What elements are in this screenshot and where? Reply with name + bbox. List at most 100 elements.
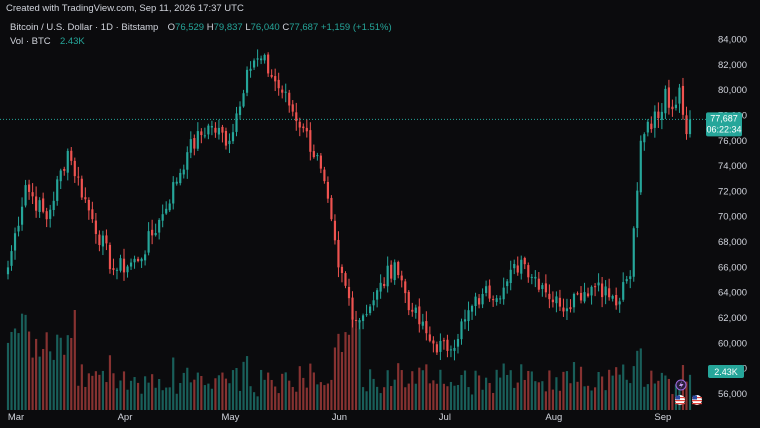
candle xyxy=(664,85,667,120)
candle xyxy=(298,117,301,137)
candle xyxy=(140,257,143,268)
candle-body xyxy=(618,301,621,305)
volume-bar xyxy=(63,354,66,410)
candle-body xyxy=(122,258,126,273)
volume-bar xyxy=(270,379,273,410)
volume-bar xyxy=(383,387,386,410)
volume-bar xyxy=(249,386,252,410)
candle-body xyxy=(337,239,340,268)
candle-body xyxy=(298,121,301,128)
volume-bar xyxy=(579,366,583,410)
candle xyxy=(495,295,498,306)
volume-bar xyxy=(144,376,147,410)
candle xyxy=(555,291,558,313)
volume-bar xyxy=(140,393,143,410)
candle-body xyxy=(499,298,502,300)
price-badge-countdown: 06:22:34 xyxy=(706,124,741,134)
candle-body xyxy=(158,219,161,233)
candle-body xyxy=(17,225,20,232)
candle xyxy=(119,254,122,273)
volume-bar xyxy=(347,334,351,410)
candle xyxy=(210,120,213,136)
event-markers[interactable] xyxy=(675,379,702,405)
candle-body xyxy=(657,111,660,118)
candle xyxy=(421,313,424,330)
candle-body xyxy=(24,185,27,206)
candle-body xyxy=(179,172,182,184)
candle-body xyxy=(203,135,206,137)
candle-body xyxy=(604,286,607,296)
candle-body xyxy=(105,235,108,244)
price-tick-label: 60,000 xyxy=(718,338,747,349)
candle-body xyxy=(379,282,382,292)
volume-bar xyxy=(193,379,196,410)
volume-bar xyxy=(551,389,554,410)
candle-body xyxy=(238,106,242,115)
candle-body xyxy=(31,192,34,197)
volume-bar xyxy=(49,351,52,410)
price-tick-label: 84,000 xyxy=(718,35,747,46)
candle-body xyxy=(646,121,649,133)
volume-bar xyxy=(238,390,242,410)
candle-body xyxy=(252,60,256,68)
candle-body xyxy=(485,286,488,293)
candle xyxy=(235,106,238,137)
candle-body xyxy=(383,283,386,287)
volume-bar xyxy=(657,380,660,410)
symbol-label[interactable]: Bitcoin / U.S. Dollar · 1D · Bitstamp xyxy=(10,22,159,33)
candle xyxy=(242,89,245,108)
volume-bar xyxy=(154,387,157,410)
candle xyxy=(45,207,48,228)
candle xyxy=(151,219,154,245)
price-tick-label: 72,000 xyxy=(718,186,747,197)
us-flag-event-icon[interactable] xyxy=(675,395,685,405)
candle xyxy=(428,326,431,343)
volume-bar xyxy=(38,356,41,410)
candle-body xyxy=(91,209,94,220)
volume-bar xyxy=(344,332,347,410)
candle-body xyxy=(674,104,678,109)
volume-bar xyxy=(393,379,396,410)
candle xyxy=(158,218,161,240)
candle xyxy=(653,105,656,138)
volume-bar xyxy=(411,371,414,410)
volume-bar xyxy=(449,381,453,410)
volume-bar xyxy=(509,370,512,410)
volume-bar xyxy=(354,328,358,410)
volume-bar xyxy=(295,391,298,410)
volume-bar xyxy=(326,383,329,410)
us-flag-event-icon[interactable] xyxy=(692,395,702,405)
candle xyxy=(186,146,189,179)
volume-bar xyxy=(214,378,217,410)
volume-label[interactable]: Vol · BTC xyxy=(10,36,51,47)
candle-body xyxy=(463,319,467,322)
time-axis[interactable]: Mar Apr May Jun Jul Aug Sep xyxy=(8,412,671,423)
candle-body xyxy=(639,140,642,193)
lightning-event-icon[interactable] xyxy=(675,379,687,391)
candle-body xyxy=(277,79,280,89)
candle-body xyxy=(643,134,646,143)
candle-body xyxy=(611,295,614,299)
candle xyxy=(245,66,249,97)
price-tick-label: 64,000 xyxy=(718,288,747,299)
candle xyxy=(463,309,467,330)
candle xyxy=(217,119,221,140)
volume-bar xyxy=(24,314,27,410)
volume-bar xyxy=(175,393,178,410)
candle-body xyxy=(42,198,45,212)
price-axis[interactable]: 56,00058,00060,00062,00064,00066,00068,0… xyxy=(718,35,747,400)
candle-body xyxy=(49,209,52,219)
candle xyxy=(330,195,333,222)
price-tick-label: 76,000 xyxy=(718,136,747,147)
volume-bar xyxy=(671,394,674,410)
candle-body xyxy=(73,160,76,177)
volume-bar xyxy=(312,372,315,410)
candle-body xyxy=(147,231,150,253)
candle-body xyxy=(284,91,287,93)
candle xyxy=(101,230,105,256)
volume-bar xyxy=(555,377,558,410)
volume-bar xyxy=(168,387,171,410)
volume-bar xyxy=(604,390,607,410)
